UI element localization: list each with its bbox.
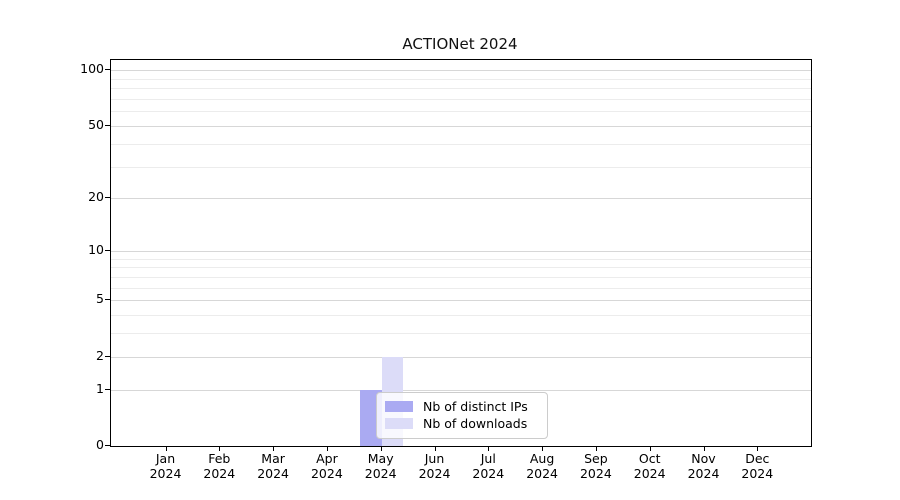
x-tick-label: Jun 2024 (418, 451, 451, 481)
x-tick-mark (757, 446, 759, 451)
gridline-minor (111, 258, 811, 260)
x-tick-mark (488, 446, 490, 451)
gridline-minor (111, 267, 811, 269)
gridline-minor (111, 111, 811, 113)
x-tick-mark (326, 446, 329, 451)
x-tick-mark (273, 446, 275, 451)
gridline-major (111, 389, 811, 391)
gridline-major (111, 198, 811, 200)
x-tick-label: Dec 2024 (741, 451, 774, 481)
legend-swatch-distinct-ips (385, 401, 413, 412)
y-tick-label: 20 (88, 189, 104, 205)
y-tick-mark (105, 388, 110, 390)
chart-title: ACTIONet 2024 (402, 35, 518, 53)
y-tick-mark (105, 69, 110, 71)
gridline-minor (111, 166, 811, 168)
x-tick-mark (165, 446, 167, 451)
legend: Nb of distinct IPs Nb of downloads (376, 392, 548, 439)
y-tick-label: 2 (96, 347, 104, 363)
gridline-major (111, 356, 811, 358)
legend-entry: Nb of downloads (385, 415, 539, 432)
y-tick-mark (105, 445, 110, 447)
x-tick-label: Feb 2024 (203, 451, 236, 481)
x-tick-mark (595, 446, 598, 451)
x-tick-label: Nov 2024 (687, 451, 720, 481)
y-tick-label: 1 (96, 380, 104, 396)
y-tick-mark (105, 249, 110, 251)
x-tick-label: Jan 2024 (149, 451, 182, 481)
x-tick-label: Apr 2024 (310, 451, 343, 481)
plot-area: Nb of distinct IPs Nb of downloads (110, 59, 812, 447)
y-tick-label: 10 (88, 241, 104, 257)
x-tick-label: Mar 2024 (257, 451, 289, 481)
legend-label: Nb of downloads (423, 416, 528, 431)
x-tick-label: Sep 2024 (579, 451, 612, 481)
x-tick-mark (380, 446, 382, 451)
gridline-minor (111, 88, 811, 90)
x-tick-label: Jul 2024 (472, 451, 505, 481)
y-tick-mark (105, 124, 110, 127)
x-tick-mark (542, 446, 544, 451)
gridline-minor (111, 276, 811, 278)
x-tick-mark (703, 446, 705, 451)
x-tick-label: May 2024 (364, 451, 397, 481)
gridline-major (111, 250, 811, 252)
y-tick-mark (105, 355, 110, 357)
gridline-minor (111, 78, 811, 80)
x-tick-mark (649, 446, 651, 451)
gridline-major (111, 125, 811, 127)
y-tick-label: 0 (96, 437, 104, 452)
x-tick-label: Aug 2024 (526, 451, 558, 481)
x-tick-mark (219, 446, 221, 451)
legend-label: Nb of distinct IPs (423, 399, 528, 414)
y-tick-mark (105, 197, 110, 199)
x-tick-mark (434, 446, 436, 451)
y-tick-label: 100 (80, 61, 104, 77)
gridline-minor (111, 287, 811, 289)
y-tick-label: 50 (88, 116, 104, 132)
y-tick-mark (105, 299, 110, 301)
legend-entry: Nb of distinct IPs (385, 398, 539, 415)
gridline-major (111, 300, 811, 302)
x-tick-label: Oct 2024 (633, 451, 666, 481)
gridline-minor (111, 99, 811, 100)
legend-swatch-downloads (385, 418, 413, 429)
gridline-minor (111, 143, 811, 145)
gridline-minor (111, 333, 811, 335)
gridline-minor (111, 315, 811, 316)
y-tick-label: 5 (96, 291, 104, 307)
gridline-major (111, 70, 811, 72)
